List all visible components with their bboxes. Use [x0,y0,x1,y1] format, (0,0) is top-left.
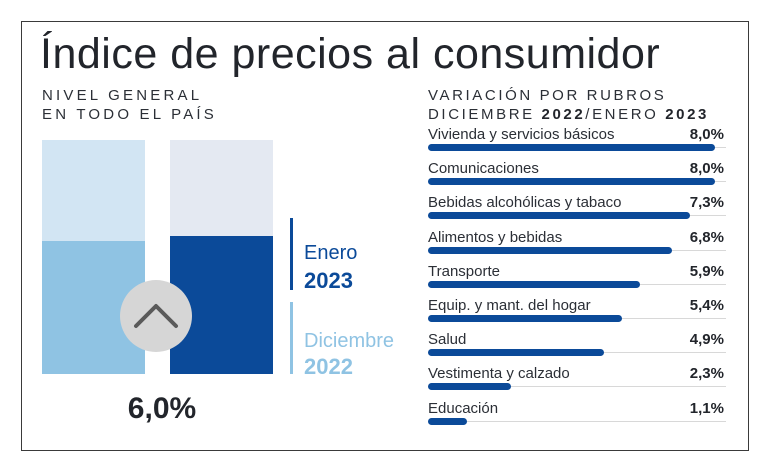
page-title: Índice de precios al consumidor [40,30,661,78]
rubro-value: 5,4% [689,297,724,314]
rubro-bar [428,280,640,288]
rubro-row: Salud 4,9% [428,331,726,365]
rubro-row: Educación 1,1% [428,400,726,434]
rubro-label: Transporte [428,262,500,280]
right-subtitle-separator: /ENERO [585,106,666,123]
rubro-label: Vivienda y servicios básicos [428,126,615,143]
legend-year-enero: 2023 [304,268,353,293]
legend-month-diciembre: Diciembre [304,330,395,352]
rubro-row: Bebidas alcohólicas y tabaco 7,3% [428,194,726,228]
rubro-value: 6,8% [689,228,724,246]
rubro-value: 1,1% [689,399,724,417]
rubro-label: Educación [428,399,499,417]
right-subtitle-year-b: 2023 [665,106,709,123]
rubro-track [428,420,726,422]
rubro-bar [428,212,690,220]
rubro-value: 2,3% [689,365,724,383]
legend-line-diciembre [290,302,293,374]
rubro-row: Transporte 5,9% [428,263,726,297]
rubro-row: Vivienda y servicios básicos 8,0% [428,126,726,160]
left-subtitle-line2: EN TODO EL PAÍS [42,106,217,123]
chevron-up-icon [134,304,178,328]
rubro-bar [428,383,511,391]
rubro-value: 4,9% [689,331,724,349]
rubro-row: Alimentos y bebidas 6,8% [428,229,726,263]
rubro-label: Bebidas alcohólicas y tabaco [428,194,622,212]
rubro-bar [428,349,604,357]
rubro-bar [428,315,622,322]
rubro-bar [428,144,715,151]
right-subtitle-line2: DICIEMBRE 2022/ENERO 2023 [428,105,709,124]
rubro-track [428,386,726,388]
chevron-up-button[interactable] [120,280,192,352]
left-subtitle-line1: NIVEL GENERAL [42,87,203,104]
right-subtitle: VARIACIÓN POR RUBROS DICIEMBRE 2022/ENER… [428,86,709,124]
rubro-row: Vestimenta y calzado 2,3% [428,365,726,399]
legend-year-diciembre: 2022 [304,354,353,379]
rubro-bar [428,178,715,186]
legend-line-enero [290,218,293,290]
rubro-bar [428,417,467,425]
rubro-label: Comunicaciones [428,160,539,178]
legend-month-enero: Enero [304,242,358,264]
rubro-bar [428,246,672,254]
rubro-value: 5,9% [689,262,724,280]
left-subtitle: NIVEL GENERAL EN TODO EL PAÍS [42,86,217,124]
rubro-label: Salud [428,331,467,349]
rubro-value: 7,3% [689,194,724,212]
rubro-label: Vestimenta y calzado [428,365,570,383]
right-subtitle-prefix: DICIEMBRE [428,106,542,123]
rubro-value: 8,0% [689,160,724,178]
rubro-row: Equip. y mant. del hogar 5,4% [428,297,726,331]
rubro-label: Equip. y mant. del hogar [428,297,591,314]
right-subtitle-year-a: 2022 [541,106,586,123]
general-index-value: 6,0% [127,392,197,425]
rubro-label: Alimentos y bebidas [428,228,563,246]
right-subtitle-line1: VARIACIÓN POR RUBROS [428,87,667,104]
rubro-row: Comunicaciones 8,0% [428,160,726,194]
rubro-value: 8,0% [689,126,724,143]
